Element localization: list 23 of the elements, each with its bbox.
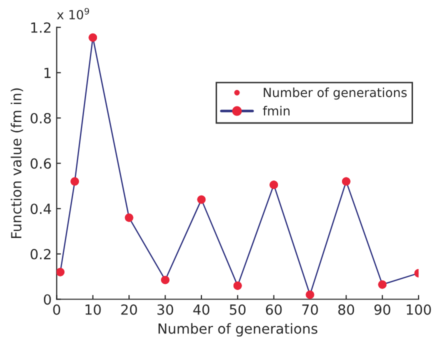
x-tick-label: 30 xyxy=(157,304,174,315)
legend-label: Number of generations xyxy=(264,88,407,100)
x-tick-label: 40 xyxy=(193,304,210,315)
x-tick-label: 70 xyxy=(302,304,318,315)
y-tick-label: 1 xyxy=(44,68,51,78)
legend-label: fmin xyxy=(262,106,290,116)
text: x 10$^{9}$ xyxy=(57,8,90,20)
y-tick-label: 1.2 xyxy=(31,22,50,33)
x-tick-label: 100 xyxy=(406,304,431,315)
x-tick-label: 50 xyxy=(230,304,246,315)
x-tick-label: 20 xyxy=(121,304,137,315)
x-tick-label: 80 xyxy=(338,304,354,315)
x-axis-title: Number of generations xyxy=(158,323,318,337)
x-tick-label: 0 xyxy=(53,304,60,315)
y-tick-label: 0.4 xyxy=(30,204,52,214)
x-tick-label: 90 xyxy=(374,304,390,315)
x-tick-label: 60 xyxy=(266,304,282,315)
y-tick-label: 0.2 xyxy=(30,248,50,260)
y-tick-label: 0.8 xyxy=(30,112,51,124)
y-tick-label: 0 xyxy=(44,294,51,305)
x-tick-label: 10 xyxy=(86,304,101,315)
y-axis-title: Function value (fm in) xyxy=(10,88,24,238)
y-tick-label: 0.6 xyxy=(30,158,51,169)
